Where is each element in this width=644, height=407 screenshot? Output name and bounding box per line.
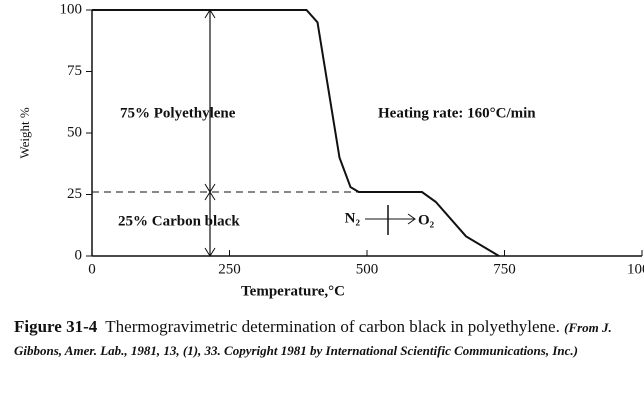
y-tick-label: 0 — [75, 247, 83, 263]
caption-text: Thermogravimetric determination of carbo… — [105, 317, 560, 336]
caption-source: (From J. Gibbons, Amer. Lab., 1981, 13, … — [14, 320, 612, 358]
y-tick-label: 25 — [67, 186, 82, 202]
annotation: 25% Carbon black — [118, 213, 240, 229]
line — [92, 9, 500, 257]
x-tick-label: 0 — [88, 261, 96, 277]
y-axis-label: Weight % — [17, 107, 32, 158]
arrow-head — [204, 9, 216, 19]
annotation: Heating rate: 160°C/min — [378, 105, 536, 121]
x-tick-label: 500 — [356, 261, 379, 277]
x-tick-label: 250 — [218, 261, 241, 277]
annotation: N₂ — [345, 210, 361, 226]
figure-label: Figure 31-4 — [14, 317, 98, 336]
y-tick-label: 50 — [67, 124, 82, 140]
annotation: O₂ — [418, 212, 435, 228]
arrow-head — [407, 213, 416, 225]
x-axis-label: Temperature,°C — [241, 283, 345, 299]
x-tick-label: 750 — [493, 261, 516, 277]
annotation: 75% Polyethylene — [120, 105, 236, 121]
y-tick-label: 100 — [60, 1, 83, 17]
caption: Figure 31-4 Thermogravimetric determinati… — [14, 316, 634, 362]
arrow-head — [204, 191, 216, 201]
arrow-head — [204, 247, 216, 257]
y-tick-label: 75 — [67, 63, 82, 79]
